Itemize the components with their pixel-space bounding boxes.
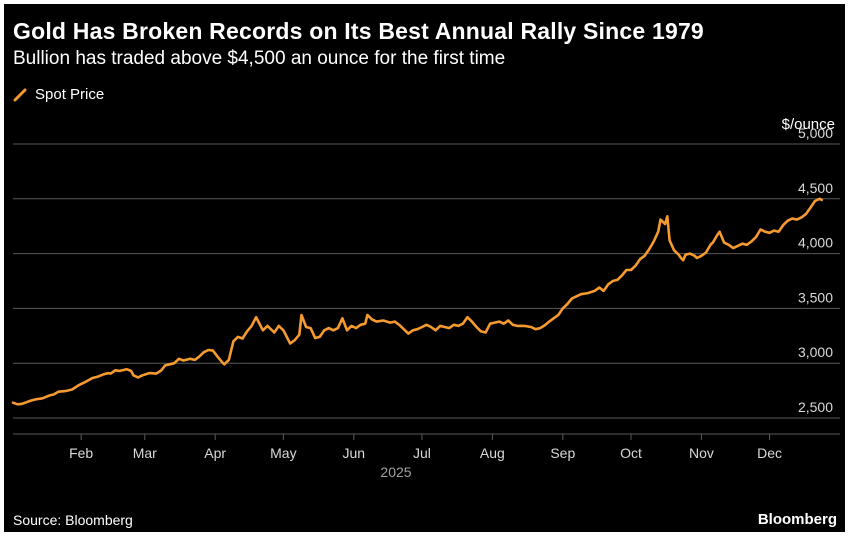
x-tick-label-dec: Dec xyxy=(757,445,782,461)
chart-frame: Gold Has Broken Records on Its Best Annu… xyxy=(4,4,845,532)
source-note: Source: Bloomberg xyxy=(13,512,133,528)
x-tick-label-aug: Aug xyxy=(480,445,505,461)
x-tick-label-jul: Jul xyxy=(413,445,431,461)
legend-line-icon xyxy=(13,88,27,101)
legend: Spot Price xyxy=(13,86,104,103)
price-chart: 2,500 3,000 3,500 4,000 4,500 5,000 Feb Mar Apr M… xyxy=(11,125,840,480)
x-tick-label-mar: Mar xyxy=(133,445,157,461)
y-tick-label-3500: 3,500 xyxy=(798,289,833,305)
y-tick-label-2500: 2,500 xyxy=(798,399,833,415)
y-tick-label-3000: 3,000 xyxy=(798,344,833,360)
x-tick-label-nov: Nov xyxy=(689,445,714,461)
series-line-spot-price xyxy=(11,197,824,406)
y-axis-unit: $/ounce xyxy=(781,116,835,133)
y-tick-label-4000: 4,000 xyxy=(798,235,833,251)
chart-title: Gold Has Broken Records on Its Best Annu… xyxy=(13,18,704,44)
y-tick-label-4500: 4,500 xyxy=(798,180,833,196)
legend-label: Spot Price xyxy=(35,86,105,103)
x-tick-label-sep: Sep xyxy=(550,445,575,461)
x-tick-label-may: May xyxy=(270,445,296,461)
x-tick-label-jun: Jun xyxy=(343,445,366,461)
brand-logo: Bloomberg xyxy=(757,511,837,528)
x-tick-label-oct: Oct xyxy=(620,445,642,461)
x-axis-year-label: 2025 xyxy=(380,464,411,480)
x-tick-label-feb: Feb xyxy=(69,445,93,461)
chart-subtitle: Bullion has traded above $4,500 an ounce… xyxy=(13,48,506,69)
y-tick-label-5000: 5,000 xyxy=(798,125,833,141)
x-tick-label-apr: Apr xyxy=(204,445,226,461)
